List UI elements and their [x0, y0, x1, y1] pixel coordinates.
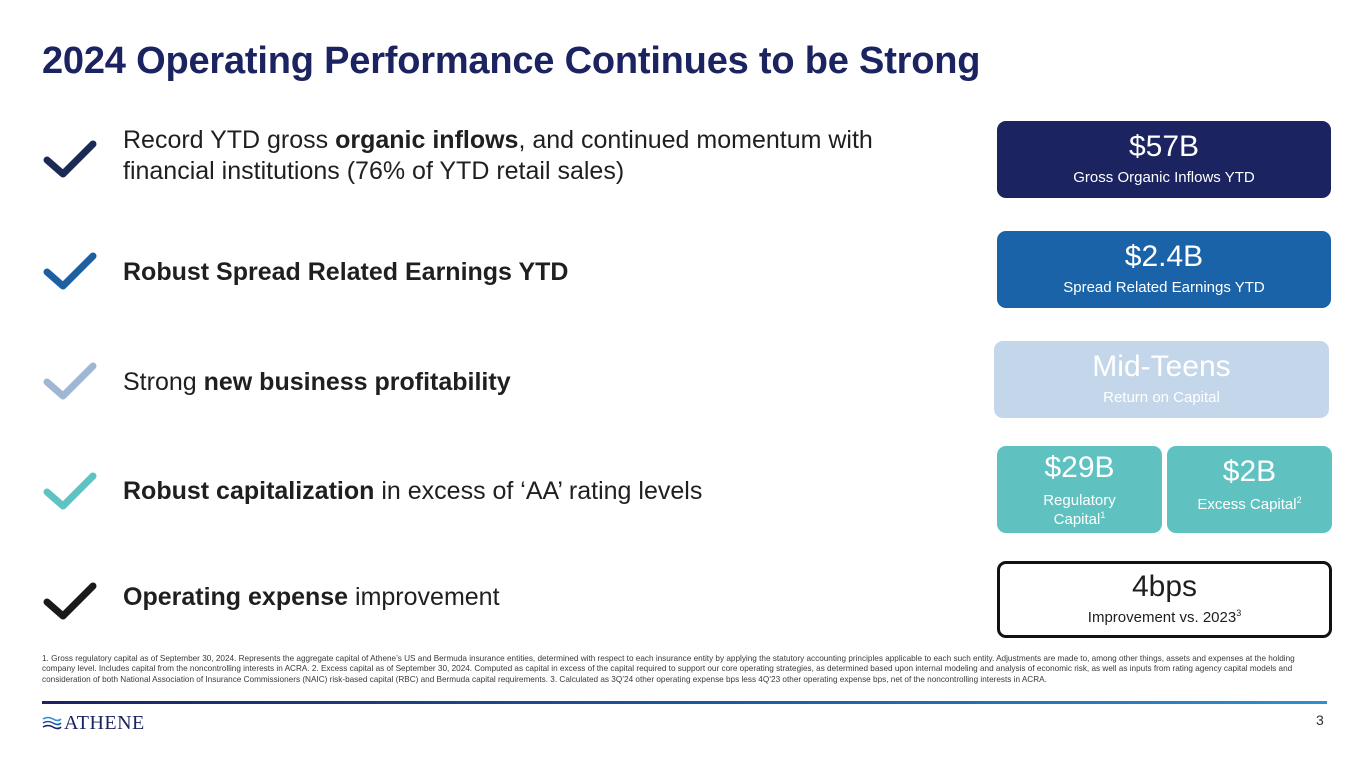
bullet-capitalization: Robust capitalization in excess of ‘AA’ …: [123, 477, 703, 505]
checkmark-icon: [43, 582, 97, 620]
checkmark-icon: [43, 252, 97, 290]
logo-wordmark: ATHENE: [64, 711, 145, 734]
footer-divider: [42, 701, 1327, 704]
bullet-spread-earnings: Robust Spread Related Earnings YTD: [123, 258, 569, 286]
checkmark-icon: [43, 362, 97, 400]
checkmark-icon: [43, 140, 97, 178]
metric-excess-capital: $2B Excess Capital2: [1167, 446, 1332, 533]
metric-return-on-capital: Mid-Teens Return on Capital: [994, 341, 1329, 418]
bullet-operating-expense: Operating expense improvement: [123, 583, 500, 611]
metric-regulatory-capital: $29B Regulatory Capital1: [997, 446, 1162, 533]
page-number: 3: [1316, 712, 1324, 728]
metric-gross-inflows: $57B Gross Organic Inflows YTD: [997, 121, 1331, 198]
wave-icon: [42, 716, 62, 730]
footnotes: 1. Gross regulatory capital as of Septem…: [42, 654, 1295, 684]
bullet-organic-inflows: Record YTD gross organic inflows, and co…: [123, 126, 873, 185]
checkmark-icon: [43, 472, 97, 510]
metric-spread-earnings: $2.4B Spread Related Earnings YTD: [997, 231, 1331, 308]
bullet-new-business: Strong new business profitability: [123, 368, 511, 396]
page-title: 2024 Operating Performance Continues to …: [42, 40, 981, 82]
metric-expense-improvement: 4bps Improvement vs. 20233: [997, 561, 1332, 638]
athene-logo: ATHENE: [42, 712, 145, 734]
